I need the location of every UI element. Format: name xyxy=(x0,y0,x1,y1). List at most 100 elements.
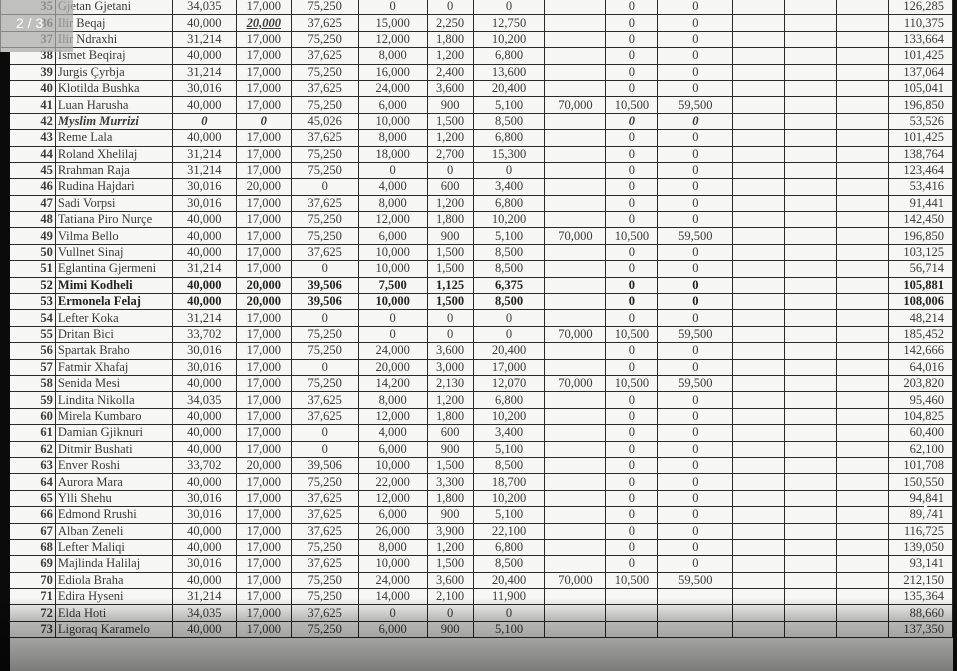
value-cell: 8,500 xyxy=(472,456,546,475)
value-cell: 40,000 xyxy=(171,374,237,393)
value-cell: 30,016 xyxy=(171,178,237,196)
value-cell xyxy=(784,211,838,229)
value-cell: 30,016 xyxy=(171,489,237,508)
table-row: 56 Spartak Braho 30,016 17,000 75,250 24,000 3… xyxy=(0,342,953,360)
value-cell xyxy=(544,14,607,32)
value-cell: 37,625 xyxy=(290,604,359,622)
value-cell: 0 xyxy=(605,293,659,311)
total-cell: 196,850 xyxy=(887,227,953,245)
total-cell: 93,141 xyxy=(887,555,953,573)
value-cell: 0 xyxy=(605,555,659,573)
row-number: 65 xyxy=(0,489,56,508)
value-cell: 0 xyxy=(657,555,734,573)
row-number: 58 xyxy=(0,374,56,393)
value-cell: 1,500 xyxy=(426,243,474,262)
value-cell: 8,000 xyxy=(357,538,428,557)
table-row: 50 Vullnet Sinaj 40,000 17,000 37,625 10,000 1… xyxy=(0,243,953,262)
value-cell xyxy=(732,96,786,114)
value-cell xyxy=(544,30,607,49)
value-cell: 40,000 xyxy=(171,227,237,245)
value-cell: 0 xyxy=(605,407,659,426)
total-cell: 203,820 xyxy=(887,374,953,393)
value-cell: 0 xyxy=(657,178,734,196)
value-cell: 1,500 xyxy=(426,456,474,475)
value-cell: 6,000 xyxy=(357,620,428,639)
value-cell: 600 xyxy=(426,178,474,196)
value-cell: 6,800 xyxy=(472,538,546,557)
value-cell xyxy=(836,342,889,360)
value-cell: 2,250 xyxy=(426,14,474,32)
person-name: Jurgis Çyrbja xyxy=(54,63,173,81)
value-cell: 14,200 xyxy=(357,374,428,393)
value-cell: 31,214 xyxy=(171,145,237,163)
value-cell: 3,900 xyxy=(426,522,474,540)
value-cell: 0 xyxy=(605,63,659,81)
table-row: 73 Ligoraq Karamelo 40,000 17,000 75,250 6,00… xyxy=(0,620,953,639)
value-cell: 30,016 xyxy=(171,342,237,360)
value-cell: 17,000 xyxy=(235,194,292,213)
value-cell: 17,000 xyxy=(235,161,292,180)
table-row: 71 Edira Hyseni 31,214 17,000 75,250 14,000 2,… xyxy=(0,588,953,606)
value-cell: 1,500 xyxy=(426,260,474,278)
value-cell: 40,000 xyxy=(171,522,237,540)
person-name: Fatmir Xhafaj xyxy=(54,358,173,376)
page-indicator: 2 / 3 xyxy=(0,0,73,52)
value-cell: 3,400 xyxy=(472,178,546,196)
value-cell: 12,000 xyxy=(357,30,428,49)
value-cell: 75,250 xyxy=(290,211,359,229)
value-cell: 18,700 xyxy=(472,473,546,491)
person-name: Lefter Koka xyxy=(54,309,173,327)
value-cell: 31,214 xyxy=(171,588,237,606)
total-cell: 110,375 xyxy=(887,14,953,32)
value-cell xyxy=(836,522,889,540)
total-cell: 185,452 xyxy=(887,325,953,344)
value-cell: 59,500 xyxy=(657,571,734,590)
value-cell: 75,250 xyxy=(290,0,359,16)
table-row: 43 Reme Lala 40,000 17,000 37,625 8,000 1,200 6… xyxy=(0,129,953,147)
value-cell: 8,500 xyxy=(472,293,546,311)
value-cell: 31,214 xyxy=(171,161,237,180)
value-cell: 75,250 xyxy=(290,538,359,557)
value-cell: 40,000 xyxy=(171,243,237,262)
value-cell xyxy=(732,0,786,16)
value-cell: 37,625 xyxy=(290,194,359,213)
value-cell xyxy=(657,588,734,606)
value-cell xyxy=(784,325,838,344)
value-cell xyxy=(544,211,607,229)
person-name: Ligoraq Karamelo xyxy=(54,620,173,639)
value-cell xyxy=(732,604,786,622)
value-cell xyxy=(732,555,786,573)
value-cell: 10,000 xyxy=(357,112,428,131)
value-cell xyxy=(836,456,889,475)
value-cell: 40,000 xyxy=(171,424,237,442)
person-name: Myslim Murrizi xyxy=(54,112,173,131)
value-cell: 40,000 xyxy=(171,47,237,65)
value-cell: 45,026 xyxy=(290,112,359,131)
value-cell: 70,000 xyxy=(544,571,607,590)
value-cell: 8,500 xyxy=(472,260,546,278)
total-cell: 105,881 xyxy=(887,276,953,295)
value-cell xyxy=(836,374,889,393)
value-cell: 1,500 xyxy=(426,112,474,131)
table-row: 69 Majlinda Halilaj 30,016 17,000 37,625 10,0… xyxy=(0,555,953,573)
value-cell: 30,016 xyxy=(171,79,237,98)
value-cell: 0 xyxy=(657,194,734,213)
value-cell: 2,700 xyxy=(426,145,474,163)
value-cell: 1,500 xyxy=(426,555,474,573)
value-cell: 17,000 xyxy=(235,506,292,524)
value-cell: 0 xyxy=(657,145,734,163)
value-cell xyxy=(732,342,786,360)
total-cell: 139,050 xyxy=(887,538,953,557)
value-cell: 75,250 xyxy=(290,227,359,245)
value-cell: 0 xyxy=(605,129,659,147)
value-cell xyxy=(784,489,838,508)
value-cell xyxy=(732,79,786,98)
value-cell xyxy=(836,260,889,278)
value-cell: 17,000 xyxy=(235,129,292,147)
value-cell: 8,500 xyxy=(472,555,546,573)
value-cell: 0 xyxy=(357,0,428,16)
value-cell xyxy=(544,47,607,65)
value-cell: 0 xyxy=(290,424,359,442)
value-cell: 0 xyxy=(605,161,659,180)
value-cell xyxy=(544,112,607,131)
